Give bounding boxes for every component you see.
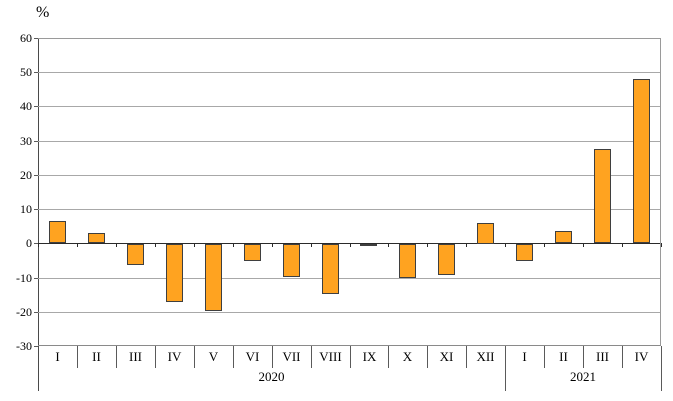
x-tick-label: II bbox=[92, 349, 101, 364]
y-tick-mark bbox=[34, 38, 38, 39]
bar bbox=[127, 244, 144, 265]
x-tick-label: IX bbox=[362, 349, 377, 364]
zero-axis-tick bbox=[661, 243, 662, 247]
zero-axis-tick bbox=[388, 243, 389, 247]
y-tick-mark bbox=[34, 278, 38, 279]
gridline bbox=[38, 141, 661, 142]
zero-axis-tick bbox=[505, 243, 506, 247]
month-separator bbox=[583, 346, 584, 368]
bar bbox=[399, 244, 416, 278]
zero-axis-tick bbox=[194, 243, 195, 247]
year-separator bbox=[661, 346, 662, 391]
zero-axis-tick bbox=[77, 243, 78, 247]
bar bbox=[88, 233, 105, 243]
zero-axis-tick bbox=[427, 243, 428, 247]
month-separator bbox=[116, 346, 117, 368]
x-tick-label: III bbox=[129, 349, 142, 364]
month-separator bbox=[622, 346, 623, 368]
gridline bbox=[38, 209, 661, 210]
month-separator bbox=[155, 346, 156, 368]
y-tick-mark bbox=[34, 312, 38, 313]
x-tick-label: VI bbox=[245, 349, 260, 364]
y-tick-mark bbox=[34, 141, 38, 142]
year-separator bbox=[505, 346, 506, 391]
y-tick-label: 10 bbox=[20, 202, 32, 216]
y-tick-label: -30 bbox=[16, 339, 32, 353]
x-tick-label: IV bbox=[634, 349, 649, 364]
bar bbox=[49, 221, 66, 243]
x-tick-label: XII bbox=[476, 349, 495, 364]
month-separator bbox=[272, 346, 273, 368]
y-tick-mark bbox=[34, 72, 38, 73]
x-tick-label: I bbox=[55, 349, 60, 364]
y-axis-line bbox=[38, 38, 39, 391]
month-separator bbox=[77, 346, 78, 368]
bar bbox=[360, 244, 377, 246]
y-axis-unit-label: % bbox=[36, 4, 50, 21]
bar bbox=[438, 244, 455, 275]
gridline bbox=[38, 72, 661, 73]
zero-axis-tick bbox=[350, 243, 351, 247]
zero-axis-line bbox=[38, 243, 661, 244]
year-label: 2021 bbox=[570, 369, 596, 384]
bar bbox=[555, 231, 572, 243]
y-tick-label: 20 bbox=[20, 168, 32, 182]
gridline bbox=[38, 278, 661, 279]
gridline bbox=[38, 175, 661, 176]
month-separator bbox=[388, 346, 389, 368]
plot-area-frame bbox=[38, 38, 661, 346]
y-tick-label: -20 bbox=[16, 305, 32, 319]
bar bbox=[322, 244, 339, 294]
x-tick-label: X bbox=[402, 349, 413, 364]
x-tick-label: XI bbox=[439, 349, 454, 364]
bar bbox=[205, 244, 222, 311]
zero-axis-tick bbox=[544, 243, 545, 247]
zero-axis-tick bbox=[311, 243, 312, 247]
zero-axis-tick bbox=[272, 243, 273, 247]
zero-axis-tick bbox=[233, 243, 234, 247]
month-separator bbox=[194, 346, 195, 368]
y-tick-label: 50 bbox=[20, 65, 32, 79]
gridline bbox=[38, 106, 661, 107]
y-tick-label: -10 bbox=[16, 271, 32, 285]
year-label: 2020 bbox=[258, 369, 285, 384]
x-tick-label: III bbox=[596, 349, 609, 364]
y-tick-label: 40 bbox=[20, 99, 32, 113]
x-tick-label: II bbox=[559, 349, 568, 364]
y-tick-label: 60 bbox=[20, 31, 32, 45]
x-tick-label: I bbox=[522, 349, 527, 364]
bar bbox=[244, 244, 261, 261]
bar bbox=[633, 79, 650, 243]
month-separator bbox=[427, 346, 428, 368]
month-separator bbox=[466, 346, 467, 368]
zero-axis-tick bbox=[116, 243, 117, 247]
x-tick-label: IV bbox=[167, 349, 182, 364]
bar bbox=[516, 244, 533, 261]
month-separator bbox=[311, 346, 312, 368]
y-tick-mark bbox=[34, 209, 38, 210]
y-tick-mark bbox=[34, 346, 38, 347]
y-tick-mark bbox=[34, 243, 38, 244]
y-tick-mark bbox=[34, 106, 38, 107]
bar bbox=[283, 244, 300, 277]
month-separator bbox=[350, 346, 351, 368]
bar bbox=[166, 244, 183, 302]
zero-axis-tick bbox=[38, 243, 39, 247]
bar bbox=[594, 149, 611, 243]
y-tick-label: 0 bbox=[26, 236, 32, 250]
zero-axis-tick bbox=[155, 243, 156, 247]
month-separator bbox=[544, 346, 545, 368]
y-tick-label: 30 bbox=[20, 134, 32, 148]
month-separator bbox=[233, 346, 234, 368]
zero-axis-tick bbox=[622, 243, 623, 247]
bar bbox=[477, 223, 494, 244]
zero-axis-tick bbox=[583, 243, 584, 247]
y-tick-mark bbox=[34, 175, 38, 176]
x-tick-label: VIII bbox=[319, 349, 342, 364]
zero-axis-tick bbox=[466, 243, 467, 247]
x-tick-label: VII bbox=[282, 349, 301, 364]
gridline bbox=[38, 312, 661, 313]
x-tick-label: V bbox=[208, 349, 219, 364]
